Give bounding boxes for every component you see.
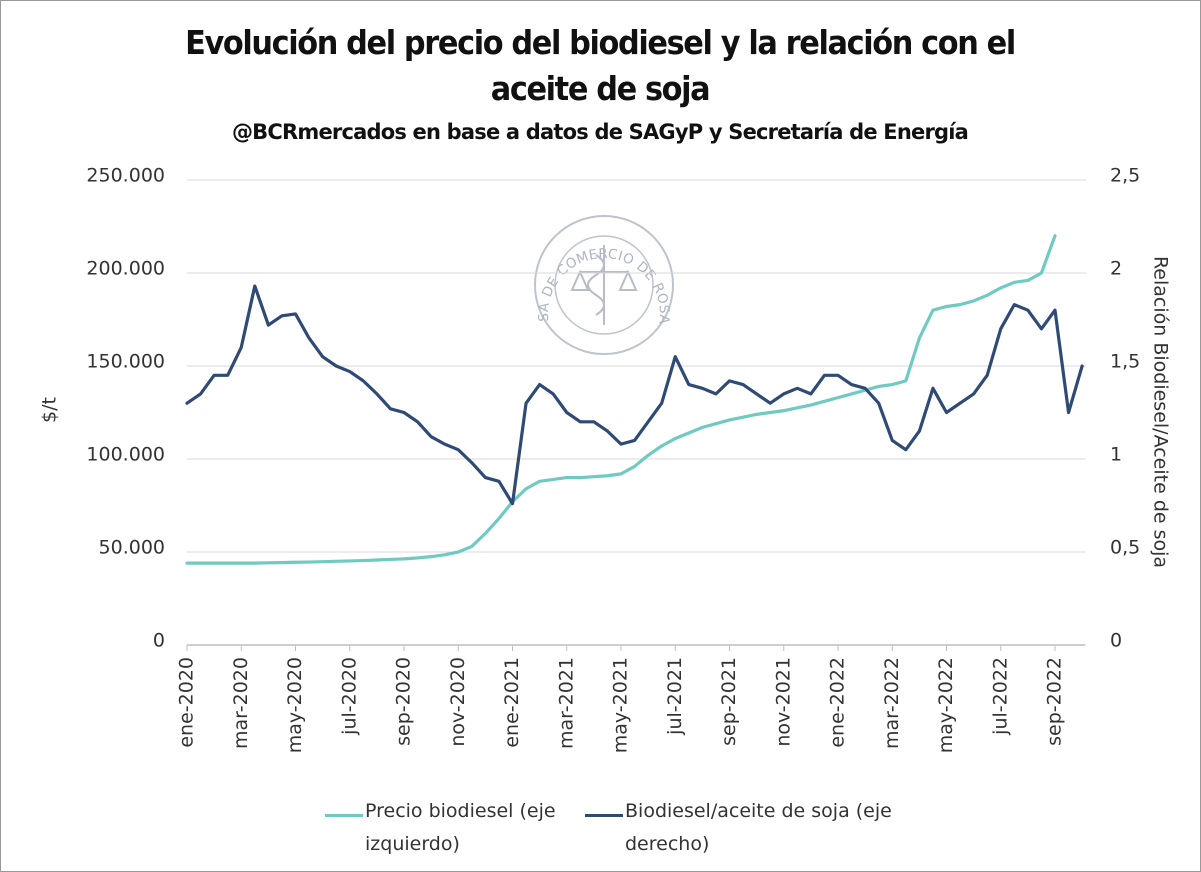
- y-axis-label: $/t: [39, 397, 61, 423]
- x-tick-label: ene-2021: [501, 657, 523, 748]
- y-tick-label: 250.000: [86, 165, 165, 187]
- legend-label: Biodiesel/aceite de soja (eje derecho): [625, 800, 892, 855]
- x-tick-label: mar-2022: [881, 657, 903, 749]
- y2-tick-label: 1: [1110, 444, 1122, 466]
- y-tick-label: 150.000: [86, 351, 165, 373]
- legend-label: Precio biodiesel (eje izquierdo): [365, 800, 556, 855]
- x-tick-label: nov-2020: [447, 657, 469, 747]
- x-tick-label: mar-2021: [555, 657, 577, 749]
- y2-tick-label: 1,5: [1110, 351, 1140, 373]
- y2-axis-label: Relación Biodiesel/Aceite de soja: [1150, 256, 1172, 568]
- y2-tick-label: 2,5: [1110, 165, 1140, 187]
- x-tick-label: sep-2022: [1044, 657, 1066, 746]
- x-tick-label: nov-2021: [772, 657, 794, 747]
- x-tick-label: may-2020: [284, 657, 306, 753]
- series-line: [185, 234, 1057, 565]
- legend-swatch: [585, 814, 623, 817]
- chart-title: Evolución del precio del biodiesel y la …: [185, 23, 1016, 108]
- x-tick-label: ene-2020: [176, 657, 198, 748]
- x-tick-label: may-2022: [935, 657, 957, 753]
- x-tick-label: jul-2020: [338, 657, 360, 736]
- x-tick-label: sep-2021: [718, 657, 740, 746]
- x-tick-label: may-2021: [610, 657, 632, 753]
- y2-tick-label: 2: [1110, 258, 1122, 280]
- y-tick-label: 50.000: [99, 537, 165, 559]
- chart-subtitle: @BCRmercados en base a datos de SAGyP y …: [231, 120, 969, 144]
- watermark-emblem: [570, 245, 638, 325]
- x-tick-label: ene-2022: [827, 657, 849, 748]
- x-tick-label: mar-2020: [230, 657, 252, 749]
- series-line: [185, 284, 1084, 506]
- y-tick-label: 200.000: [86, 258, 165, 280]
- x-tick-label: jul-2022: [989, 657, 1011, 736]
- x-tick-label: sep-2020: [393, 657, 415, 746]
- watermark-ring: [554, 235, 654, 335]
- y-tick-label: 0: [153, 630, 165, 652]
- y2-tick-label: 0: [1110, 630, 1122, 652]
- y-tick-label: 100.000: [86, 444, 165, 466]
- legend-swatch: [325, 814, 363, 817]
- x-tick-label: jul-2021: [664, 657, 686, 736]
- watermark-ring: [534, 215, 674, 355]
- y2-tick-label: 0,5: [1110, 537, 1140, 559]
